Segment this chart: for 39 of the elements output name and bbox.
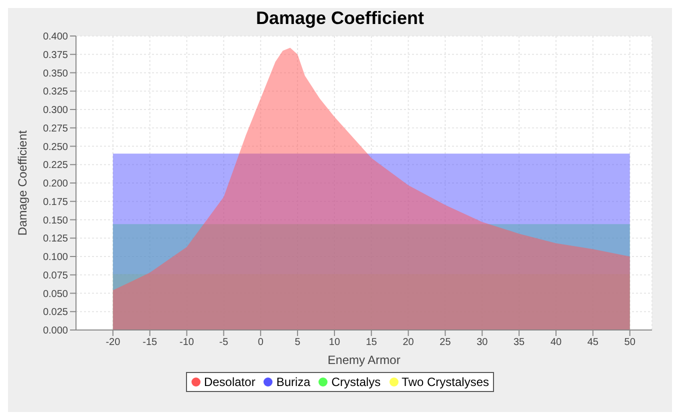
y-tick-label: 0.025 — [42, 307, 68, 318]
y-tick-label: 0.350 — [42, 68, 68, 80]
x-tick-label: -20 — [106, 337, 121, 348]
y-tick-label: 0.150 — [42, 215, 68, 226]
y-tick-label: 0.250 — [42, 142, 68, 153]
x-tick-label: 30 — [476, 337, 488, 348]
x-tick-label: 25 — [440, 337, 452, 348]
y-tick-label: 0.200 — [42, 178, 68, 190]
chart-title: Damage Coefficient — [254, 8, 426, 28]
x-tick-label: 10 — [328, 337, 340, 348]
x-tick-label: 15 — [366, 337, 378, 348]
x-tick-label: 0 — [258, 337, 264, 348]
x-tick-label: -5 — [219, 337, 229, 348]
y-tick-label: 0.275 — [42, 123, 68, 134]
x-tick-label: 50 — [624, 337, 636, 348]
x-tick-label: 40 — [550, 337, 562, 348]
x-tick-label: -15 — [142, 337, 158, 348]
y-tick-label: 0.175 — [42, 196, 68, 208]
y-tick-label: 0.400 — [42, 32, 68, 43]
x-tick-label: -10 — [180, 337, 194, 348]
legend-label: Two Crystalyses — [400, 375, 490, 389]
x-tick-label: 45 — [587, 337, 599, 348]
x-axis-title: Enemy Armor — [328, 353, 400, 367]
x-tick-label: 5 — [294, 337, 301, 348]
y-tick-label: 0.000 — [42, 326, 68, 337]
y-tick-label: 0.300 — [42, 105, 68, 116]
y-axis-title: Damage Coefficient — [15, 130, 30, 236]
y-tick-label: 0.100 — [42, 252, 68, 264]
y-tick-label: 0.375 — [42, 50, 68, 61]
y-tick-label: 0.225 — [42, 160, 68, 172]
y-tick-label: 0.075 — [42, 270, 68, 282]
legend-label: Buriza — [275, 375, 310, 389]
y-tick-label: 0.125 — [42, 234, 68, 245]
x-tick-label: 35 — [514, 337, 526, 348]
y-tick-label: 0.325 — [42, 86, 68, 98]
y-tick-label: 0.050 — [42, 288, 68, 300]
x-tick-label: 20 — [402, 337, 414, 348]
legend-label: Crystalys — [330, 375, 381, 389]
legend-label: Desolator — [202, 375, 256, 389]
